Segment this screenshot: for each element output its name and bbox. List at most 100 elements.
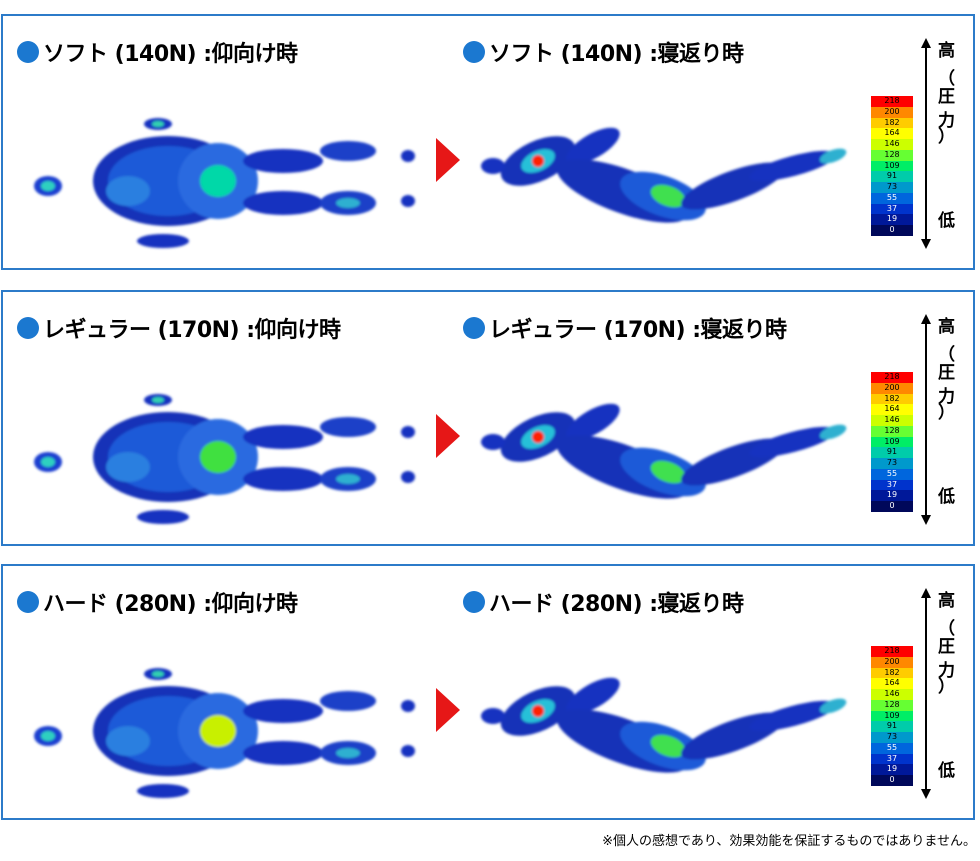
pressure-hotspot — [200, 441, 236, 473]
scale-value-cell: 109 — [871, 160, 913, 172]
supine-title: ハード (280N) :仰向け時 — [17, 586, 298, 618]
comparison-panel: レギュラー (170N) :仰向け時 レギュラー (170N) :寝返り時 21… — [1, 290, 975, 546]
pressure-blob — [650, 734, 686, 758]
scale-value-cell: 55 — [871, 468, 913, 481]
pressure-blob — [566, 677, 620, 715]
pressure-blob — [152, 671, 164, 677]
scale-value-cell: 73 — [871, 458, 913, 470]
scale-value-cell: 37 — [871, 479, 913, 491]
pressure-hotspot — [200, 165, 236, 197]
scale-value-cell: 0 — [871, 225, 913, 237]
disclaimer-note: ※個人の感想であり、効果効能を保証するものではありません。 — [602, 834, 976, 849]
pressure-color-scale: 218 200 182 164 146 128 109 91 73 55 37 19 0 — [871, 646, 913, 787]
scale-value-cell: 146 — [871, 139, 913, 151]
pressure-blob — [481, 158, 505, 174]
pressure-blob — [650, 460, 686, 484]
pressure-blob — [401, 745, 415, 757]
turning-pressure-map — [481, 403, 847, 499]
scale-low-label: 低 — [938, 211, 955, 231]
scale-value-cell: 200 — [871, 106, 913, 119]
supine-title-text: ハード (280N) :仰向け時 — [43, 592, 298, 617]
turning-title: ハード (280N) :寝返り時 — [463, 586, 744, 618]
scale-value-cell: 128 — [871, 699, 913, 712]
supine-pressure-map — [34, 668, 415, 798]
pressure-blob — [401, 150, 415, 162]
pressure-blob — [41, 731, 55, 741]
scale-value-cell: 0 — [871, 501, 913, 513]
pressure-blob — [320, 417, 376, 437]
pressure-blob — [106, 176, 150, 206]
pressure-blob — [106, 726, 150, 756]
scale-value-cell: 73 — [871, 732, 913, 744]
scale-value-cell: 182 — [871, 117, 913, 129]
pressure-blob — [137, 784, 189, 798]
pressure-blob — [749, 426, 837, 458]
bullet-dot-icon — [17, 41, 39, 63]
scale-value-cell: 200 — [871, 656, 913, 669]
scale-value-cell: 91 — [871, 171, 913, 183]
scale-value-cell: 146 — [871, 689, 913, 701]
pressure-blob — [566, 127, 620, 165]
pressure-blob — [106, 452, 150, 482]
pressure-blob — [336, 474, 360, 484]
arrow-right-icon — [436, 138, 460, 182]
scale-value-cell: 164 — [871, 404, 913, 416]
pressure-blob — [401, 426, 415, 438]
scale-pressure-close: ） — [938, 403, 955, 423]
pressure-blob — [819, 148, 847, 164]
turning-pressure-map — [481, 127, 847, 223]
pressure-blob — [819, 698, 847, 714]
pressure-hotspot — [200, 715, 236, 747]
comparison-panel: ソフト (140N) :仰向け時 ソフト (140N) :寝返り時 218 200… — [1, 14, 975, 270]
arrow-right-icon — [436, 414, 460, 458]
scale-value-cell: 37 — [871, 203, 913, 215]
scale-value-cell: 164 — [871, 128, 913, 140]
turning-title: ソフト (140N) :寝返り時 — [463, 36, 744, 68]
scale-value-cell: 109 — [871, 710, 913, 722]
scale-value-cell: 37 — [871, 753, 913, 765]
pressure-blob — [243, 425, 323, 449]
supine-title-text: レギュラー (170N) :仰向け時 — [43, 318, 341, 343]
pressure-blob — [481, 708, 505, 724]
scale-value-cell: 91 — [871, 721, 913, 733]
pressure-blob — [320, 141, 376, 161]
pressure-hotspot — [532, 155, 544, 167]
pressure-blob — [749, 150, 837, 182]
scale-value-cell: 128 — [871, 149, 913, 162]
supine-title: レギュラー (170N) :仰向け時 — [17, 312, 341, 344]
turning-pressure-map — [481, 677, 847, 773]
pressure-blob — [243, 741, 323, 765]
scale-value-cell: 182 — [871, 393, 913, 405]
pressure-blob — [336, 748, 360, 758]
pressure-blob — [566, 403, 620, 441]
scale-high-label: 高 — [938, 41, 955, 61]
scale-value-cell: 91 — [871, 447, 913, 459]
scale-pressure-char2: 力 — [938, 661, 955, 681]
scale-high-label: 高 — [938, 317, 955, 337]
scale-high-label: 高 — [938, 591, 955, 611]
turning-title-text: レギュラー (170N) :寝返り時 — [489, 318, 787, 343]
supine-pressure-map — [34, 394, 415, 524]
supine-title: ソフト (140N) :仰向け時 — [17, 36, 298, 68]
scale-low-label: 低 — [938, 761, 955, 781]
pressure-blob — [243, 149, 323, 173]
pressure-blob — [243, 467, 323, 491]
pressure-blob — [243, 191, 323, 215]
pressure-blob — [819, 424, 847, 440]
comparison-panel: ハード (280N) :仰向け時 ハード (280N) :寝返り時 218 200… — [1, 564, 975, 820]
pressure-hotspot — [532, 431, 544, 443]
scale-value-cell: 55 — [871, 742, 913, 755]
pressure-double-arrow-icon — [921, 38, 931, 249]
pressure-blob — [650, 184, 686, 208]
pressure-blob — [41, 457, 55, 467]
scale-value-cell: 218 — [871, 372, 913, 384]
scale-pressure-open: （ — [938, 69, 955, 89]
scale-value-cell: 182 — [871, 667, 913, 679]
scale-value-cell: 200 — [871, 382, 913, 395]
turning-title-text: ハード (280N) :寝返り時 — [489, 592, 744, 617]
pressure-blob — [401, 700, 415, 712]
bullet-dot-icon — [17, 317, 39, 339]
pressure-blob — [481, 434, 505, 450]
scale-value-cell: 128 — [871, 425, 913, 438]
pressure-double-arrow-icon — [921, 314, 931, 525]
